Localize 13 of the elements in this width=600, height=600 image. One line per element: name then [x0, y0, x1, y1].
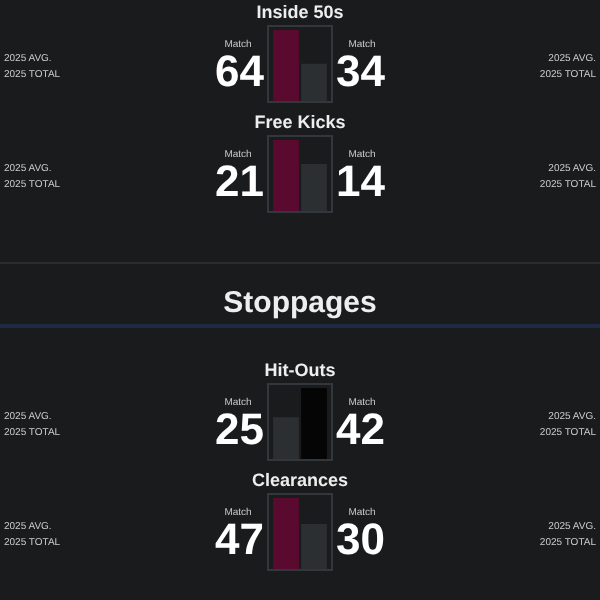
text: Stoppages	[221, 286, 379, 320]
chart-title: Hit-Outs	[262, 358, 338, 382]
data-label: 30	[336, 514, 385, 565]
chart-title: Inside 50s	[254, 0, 346, 24]
data-label: 21	[215, 156, 264, 207]
data-label: 25	[215, 404, 264, 455]
chart-title: Clearances	[249, 468, 351, 492]
data-label: 47	[215, 514, 264, 565]
data-label: 14	[336, 156, 387, 207]
data-label: 42	[336, 404, 385, 455]
data-label: 34	[336, 46, 387, 97]
chart-title: Free Kicks	[252, 110, 348, 134]
data-label: 64	[215, 46, 266, 97]
